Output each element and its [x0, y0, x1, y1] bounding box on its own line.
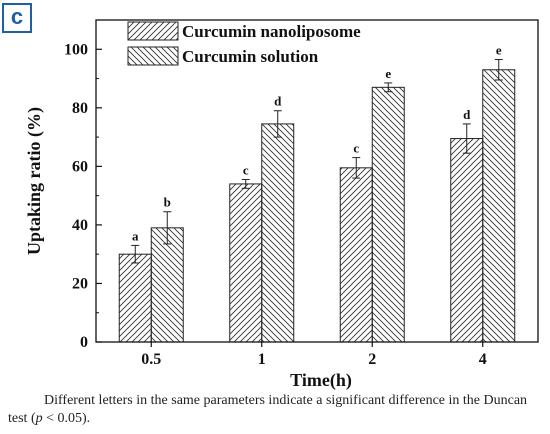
- caption-text-2: < 0.05).: [42, 411, 91, 426]
- bar-solution-0.5: [150, 227, 184, 343]
- significance-letter: e: [496, 43, 502, 58]
- y-axis-label: Uptaking ratio (%): [24, 107, 45, 255]
- y-tick-label: 40: [72, 217, 88, 234]
- x-tick-label: 1: [258, 351, 266, 368]
- significance-letter: d: [463, 107, 471, 122]
- x-tick-label: 4: [479, 351, 487, 368]
- y-tick-label: 60: [72, 158, 88, 175]
- legend-swatch: [127, 21, 179, 41]
- caption-text-1: Different letters in the same parameters…: [8, 393, 528, 426]
- bar-solution-1: [261, 123, 295, 343]
- x-tick-label: 0.5: [141, 351, 161, 368]
- y-tick-label: 0: [80, 334, 88, 351]
- bar-solution-4: [482, 69, 516, 343]
- plot-frame: [95, 19, 539, 343]
- bar-nanoliposome-0.5: [118, 253, 152, 343]
- significance-letter: a: [132, 228, 139, 243]
- y-tick-label: 20: [72, 275, 88, 292]
- x-axis-label: Time(h): [290, 370, 352, 391]
- significance-letter: c: [353, 141, 359, 156]
- bar-chart: a c c d b d e e 0 20 40 60 80 100 0.5 1 2 4 Time(h) Uptaki…: [24, 19, 539, 391]
- bar-nanoliposome-4: [450, 138, 484, 343]
- significance-letter: e: [385, 66, 391, 81]
- bar-nanoliposome-2: [339, 167, 373, 343]
- legend-swatch: [127, 46, 179, 66]
- figure-caption: Different letters in the same parameters…: [8, 392, 544, 428]
- caption-p-symbol: p: [35, 411, 43, 426]
- bar-solution-2: [371, 86, 405, 343]
- y-tick-label: 100: [64, 41, 88, 58]
- y-tick-label: 80: [72, 100, 88, 117]
- significance-letter: b: [164, 195, 171, 210]
- x-tick-label: 2: [368, 351, 376, 368]
- significance-letter: d: [274, 94, 282, 109]
- significance-letter: c: [243, 163, 249, 178]
- legend-label: Curcumin solution: [182, 47, 319, 66]
- bar-nanoliposome-1: [229, 183, 263, 343]
- legend-label: Curcumin nanoliposome: [182, 22, 361, 41]
- panel-label: c: [2, 3, 32, 33]
